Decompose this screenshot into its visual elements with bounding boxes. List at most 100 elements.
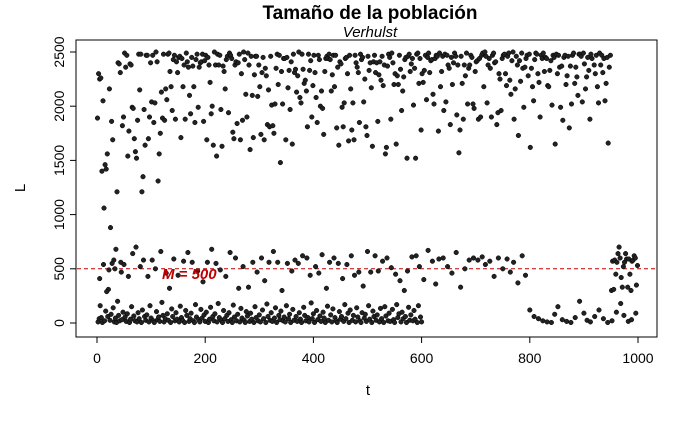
data-point (119, 317, 125, 323)
data-point (334, 125, 340, 131)
x-tick-label: 1000 (622, 350, 653, 366)
data-point (396, 52, 402, 58)
data-point (141, 106, 147, 113)
data-point (614, 259, 620, 265)
data-point (375, 268, 381, 274)
data-point (237, 319, 243, 325)
data-point (316, 270, 322, 276)
data-point (177, 303, 183, 309)
data-point (535, 71, 541, 77)
data-point (120, 309, 126, 315)
data-point (103, 166, 109, 172)
data-point (406, 304, 412, 310)
data-point (336, 142, 342, 148)
data-point (131, 136, 137, 142)
data-point (300, 253, 306, 259)
data-point (164, 311, 170, 317)
data-point (204, 259, 210, 265)
data-point (229, 319, 235, 326)
data-point (412, 65, 418, 71)
data-point (254, 269, 260, 275)
data-point (116, 312, 122, 318)
data-point (151, 119, 157, 126)
data-point (447, 122, 453, 128)
data-point (259, 70, 265, 76)
data-point (566, 125, 572, 131)
data-point (584, 74, 590, 80)
data-point (574, 74, 580, 80)
data-point (508, 91, 514, 97)
data-point (595, 100, 602, 106)
data-point (572, 80, 578, 86)
data-points (94, 49, 641, 326)
data-point (133, 244, 139, 250)
data-point (491, 273, 497, 279)
data-point (144, 312, 150, 318)
data-point (302, 77, 308, 83)
data-point (294, 89, 300, 95)
data-point (277, 160, 283, 166)
data-point (384, 255, 390, 261)
data-point (386, 310, 392, 316)
data-point (592, 313, 598, 320)
data-point (182, 116, 188, 122)
data-point (392, 319, 398, 326)
data-point (568, 319, 574, 326)
data-point (184, 59, 190, 65)
data-point (481, 84, 487, 90)
data-point (633, 310, 639, 316)
data-point (461, 62, 467, 68)
data-point (479, 254, 485, 260)
data-point (362, 311, 368, 317)
data-point (142, 142, 148, 148)
data-point (316, 57, 322, 63)
data-point (540, 50, 546, 56)
data-point (487, 258, 493, 264)
data-point (309, 114, 315, 120)
data-point (115, 298, 121, 304)
data-point (382, 151, 388, 157)
data-point (283, 303, 289, 309)
data-point (563, 81, 569, 88)
y-tick-label: 1500 (51, 145, 67, 176)
data-point (251, 72, 257, 78)
data-point (547, 67, 553, 73)
data-point (245, 50, 251, 56)
data-point (368, 269, 374, 275)
data-point (135, 310, 141, 316)
data-point (377, 305, 384, 311)
data-point (221, 307, 227, 314)
data-point (104, 289, 110, 295)
data-point (287, 106, 293, 113)
data-point (360, 54, 366, 60)
data-point (482, 261, 488, 268)
data-point (318, 88, 325, 94)
data-point (379, 316, 385, 322)
data-point (156, 151, 162, 157)
data-point (446, 65, 452, 71)
data-point (511, 259, 517, 265)
data-point (182, 319, 188, 326)
data-point (145, 136, 151, 142)
data-point (484, 100, 490, 106)
data-point (166, 285, 173, 291)
chart-title: Tamaño de la población (262, 3, 477, 24)
data-point (117, 70, 123, 76)
data-point (284, 260, 290, 266)
data-point (220, 63, 226, 69)
data-point (393, 141, 399, 147)
data-point (139, 307, 145, 313)
data-point (193, 57, 199, 63)
data-point (96, 71, 102, 77)
data-point (401, 74, 407, 80)
data-point (151, 319, 157, 326)
data-point (125, 273, 131, 279)
data-point (272, 305, 279, 311)
chart-subtitle: Verhulst (343, 24, 398, 41)
data-point (295, 73, 301, 79)
x-tick-label: 0 (93, 350, 101, 366)
data-point (456, 150, 462, 156)
data-point (130, 105, 136, 111)
data-point (257, 319, 263, 325)
data-point (306, 319, 312, 325)
